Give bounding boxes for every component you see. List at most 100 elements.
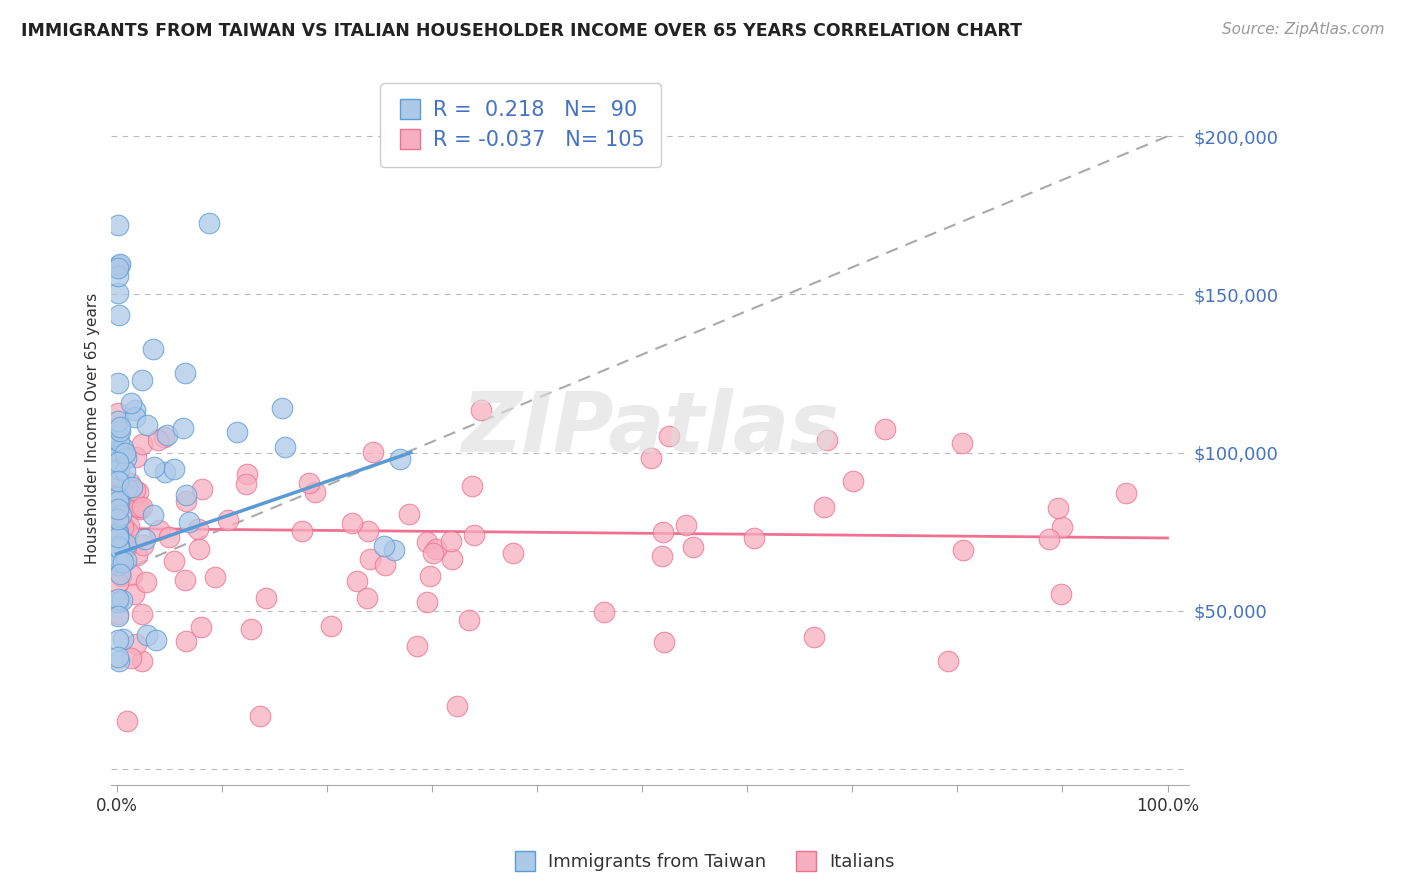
Point xyxy=(108,540,131,554)
Point xyxy=(107,502,129,516)
Point xyxy=(114,519,136,533)
Point xyxy=(136,417,159,432)
Point xyxy=(111,445,134,459)
Point xyxy=(458,613,481,627)
Point xyxy=(461,479,484,493)
Point xyxy=(174,366,197,380)
Point xyxy=(440,552,463,566)
Point xyxy=(111,632,134,646)
Point xyxy=(124,403,146,417)
Point xyxy=(249,708,271,723)
Point xyxy=(107,595,129,609)
Point xyxy=(177,516,200,530)
Point xyxy=(121,568,143,582)
Point xyxy=(658,429,681,443)
Point xyxy=(108,309,131,323)
Point xyxy=(204,570,226,584)
Point xyxy=(1038,532,1060,546)
Point xyxy=(463,528,485,542)
Point xyxy=(121,651,143,665)
Point xyxy=(125,450,148,464)
Text: Source: ZipAtlas.com: Source: ZipAtlas.com xyxy=(1222,22,1385,37)
Point xyxy=(115,540,138,554)
Point xyxy=(107,552,129,566)
Point xyxy=(107,537,129,551)
Point xyxy=(108,654,131,668)
Point xyxy=(652,635,675,649)
Point xyxy=(346,574,368,588)
Point xyxy=(107,491,129,505)
Point xyxy=(124,483,146,497)
Point xyxy=(271,401,294,416)
Point xyxy=(875,422,897,436)
Point xyxy=(111,520,134,534)
Point xyxy=(111,498,134,512)
Point xyxy=(422,546,444,560)
Point xyxy=(356,591,378,605)
Point xyxy=(131,607,153,621)
Point xyxy=(107,541,129,555)
Point xyxy=(111,550,134,565)
Point xyxy=(115,553,138,567)
Point xyxy=(142,342,165,356)
Point xyxy=(107,443,129,458)
Point xyxy=(107,530,129,544)
Point xyxy=(131,373,153,387)
Point xyxy=(502,546,524,560)
Point xyxy=(236,467,259,481)
Point xyxy=(1046,501,1069,516)
Point xyxy=(107,494,129,508)
Point xyxy=(239,622,262,636)
Point xyxy=(127,485,149,500)
Point xyxy=(107,260,129,275)
Point xyxy=(425,541,447,556)
Point xyxy=(107,462,129,476)
Point xyxy=(218,513,240,527)
Y-axis label: Householder Income Over 65 years: Householder Income Over 65 years xyxy=(86,293,100,565)
Point xyxy=(187,522,209,536)
Point xyxy=(640,451,662,466)
Point xyxy=(357,524,380,539)
Point xyxy=(107,427,129,442)
Point xyxy=(131,538,153,552)
Point xyxy=(235,476,257,491)
Point xyxy=(115,450,138,465)
Point xyxy=(145,632,167,647)
Point xyxy=(107,551,129,566)
Point xyxy=(107,650,129,665)
Point xyxy=(125,548,148,562)
Point xyxy=(682,540,704,554)
Point xyxy=(107,487,129,501)
Point xyxy=(110,555,132,569)
Point xyxy=(108,555,131,569)
Point xyxy=(342,516,364,531)
Point xyxy=(107,414,129,428)
Point xyxy=(129,501,152,516)
Point xyxy=(107,268,129,283)
Point xyxy=(120,396,142,410)
Point xyxy=(190,620,212,634)
Point xyxy=(1050,587,1073,601)
Point xyxy=(122,586,145,600)
Point xyxy=(107,607,129,621)
Point xyxy=(651,525,673,540)
Point xyxy=(148,523,170,537)
Point xyxy=(142,508,165,522)
Point xyxy=(107,558,129,572)
Point xyxy=(162,554,184,568)
Point xyxy=(842,474,865,488)
Point xyxy=(382,543,405,558)
Point xyxy=(176,488,198,502)
Point xyxy=(111,592,134,607)
Point xyxy=(815,433,838,447)
Point xyxy=(107,442,129,457)
Legend: R =  0.218   N=  90, R = -0.037   N= 105: R = 0.218 N= 90, R = -0.037 N= 105 xyxy=(381,83,661,167)
Point xyxy=(359,552,381,566)
Legend: Immigrants from Taiwan, Italians: Immigrants from Taiwan, Italians xyxy=(505,847,901,879)
Point xyxy=(416,535,439,549)
Point xyxy=(388,451,411,466)
Point xyxy=(131,500,153,514)
Point xyxy=(416,595,439,609)
Point xyxy=(172,421,194,435)
Point xyxy=(936,654,959,668)
